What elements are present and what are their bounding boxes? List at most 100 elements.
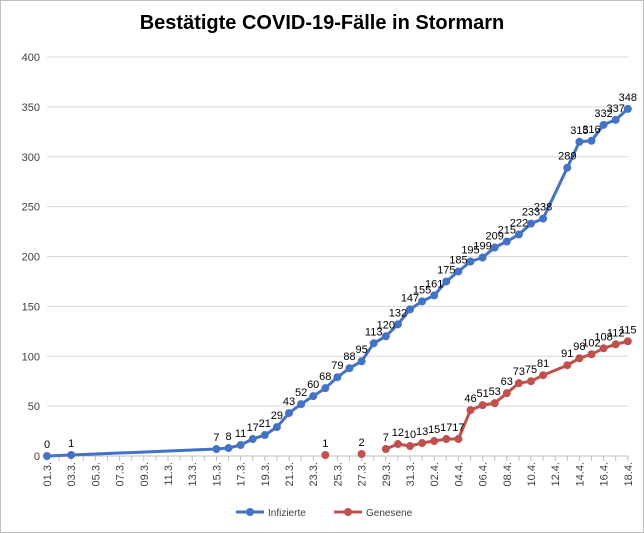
- data-label: 53: [489, 386, 501, 398]
- y-tick-label: 0: [34, 451, 40, 463]
- data-label: 161: [425, 278, 443, 290]
- y-tick-label: 100: [22, 351, 40, 363]
- data-point: [563, 361, 572, 370]
- data-point: [393, 440, 402, 449]
- data-point: [527, 219, 535, 228]
- data-label: 1: [68, 438, 74, 450]
- x-tick-label: 03.3.: [66, 462, 78, 486]
- y-tick-label: 300: [22, 152, 40, 164]
- y-tick-label: 200: [22, 252, 40, 264]
- data-point: [623, 104, 632, 113]
- data-label: 79: [331, 360, 343, 372]
- data-point: [587, 350, 596, 359]
- data-label: 0: [44, 439, 50, 451]
- data-label: 7: [213, 432, 219, 444]
- data-point: [490, 399, 499, 408]
- data-label: 10: [404, 429, 416, 441]
- data-point: [321, 384, 330, 393]
- data-point: [623, 337, 632, 346]
- x-tick-label: 27.3.: [357, 462, 369, 486]
- data-label: 17: [440, 422, 452, 434]
- data-label: 332: [594, 108, 612, 120]
- data-label: 63: [501, 376, 513, 388]
- x-tick-label: 25.3.: [332, 462, 344, 486]
- data-label: 73: [513, 366, 525, 378]
- data-point: [599, 120, 608, 129]
- data-label: 88: [343, 351, 355, 363]
- data-label: 2: [359, 437, 365, 449]
- data-point: [539, 371, 548, 380]
- data-point: [248, 435, 257, 444]
- data-label: 155: [413, 284, 431, 296]
- data-label: 132: [389, 307, 407, 319]
- data-point: [381, 332, 390, 341]
- data-label: 68: [319, 371, 331, 383]
- data-point: [611, 340, 620, 349]
- data-point: [442, 435, 451, 444]
- chart-title: Bestätigte COVID-19-Fälle in Stormarn: [139, 12, 505, 34]
- y-tick-label: 150: [22, 301, 40, 313]
- data-point: [321, 451, 330, 460]
- data-label: 17: [247, 422, 259, 434]
- data-point: [502, 237, 511, 246]
- data-label: 11: [235, 428, 246, 440]
- data-label: 199: [473, 240, 491, 252]
- x-tick-label: 29.3.: [381, 462, 393, 486]
- data-labels: 0 1 7 8 11 17 21294352606879889511312013214715…: [44, 92, 637, 451]
- legend: Infizierte Genesene: [236, 508, 413, 519]
- data-point: [454, 435, 463, 444]
- data-label: 315: [570, 125, 588, 137]
- data-label: 81: [537, 358, 549, 370]
- data-label: 112: [607, 327, 625, 339]
- data-label: 215: [498, 225, 516, 237]
- x-tick-label: 07.3.: [115, 462, 127, 486]
- series-layer: [43, 104, 632, 460]
- data-point: [309, 392, 318, 401]
- x-tick-label: 02.4.: [429, 462, 441, 486]
- data-label: 113: [365, 326, 383, 338]
- x-tick-label: 04.4.: [453, 462, 465, 486]
- data-label: 29: [271, 410, 283, 422]
- x-tick-label: 08.4.: [502, 462, 514, 486]
- data-point: [406, 305, 414, 314]
- data-point: [478, 253, 487, 262]
- data-point: [381, 445, 390, 454]
- y-tick-label: 250: [22, 202, 40, 214]
- data-label: 43: [283, 396, 295, 408]
- x-tick-label: 15.3.: [211, 462, 223, 486]
- data-point: [357, 357, 366, 366]
- data-label: 316: [582, 124, 600, 136]
- x-tick-label: 23.3.: [308, 462, 320, 486]
- data-label: 17: [452, 422, 464, 434]
- data-point: [260, 431, 269, 440]
- x-tick-label: 12.4.: [550, 462, 562, 486]
- data-point: [345, 364, 354, 373]
- data-label: 108: [594, 331, 612, 343]
- data-point: [599, 344, 608, 353]
- data-point: [490, 243, 499, 252]
- data-label: 209: [486, 231, 504, 243]
- x-axis: 01.3. 03.3. 05.3. 07.3. 09.3. 11.3. 13.3. 15.3.…: [42, 455, 635, 486]
- legend-entry: Infizierte: [268, 508, 306, 519]
- x-tick-label: 19.3.: [260, 462, 272, 486]
- legend-swatch-marker: [246, 508, 254, 516]
- data-point: [43, 452, 51, 460]
- x-tick-label: 14.4.: [574, 462, 586, 486]
- data-point: [575, 137, 584, 146]
- data-point: [272, 423, 281, 432]
- y-axis-labels: 0 50 100 150 200 250 300 350 400: [22, 52, 40, 463]
- y-tick-label: 50: [28, 401, 40, 413]
- data-label: 7: [383, 432, 389, 444]
- x-tick-label: 21.3.: [284, 462, 296, 486]
- data-label: 15: [428, 424, 440, 436]
- data-point: [285, 409, 293, 418]
- x-tick-label: 10.4.: [526, 462, 538, 486]
- data-label: 98: [573, 341, 585, 353]
- data-label: 60: [307, 379, 319, 391]
- data-point: [357, 450, 366, 459]
- data-point: [369, 339, 378, 348]
- data-label: 185: [449, 254, 467, 266]
- x-tick-label: 11.3.: [163, 462, 175, 486]
